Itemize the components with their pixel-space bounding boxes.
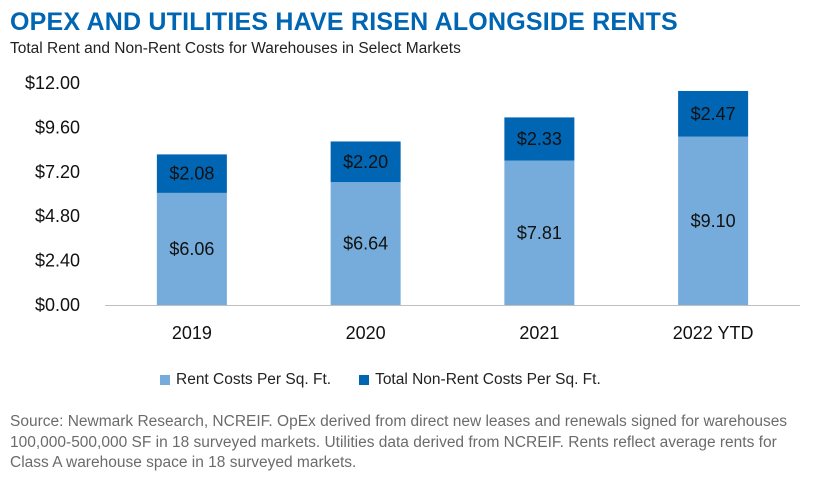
- legend-label-rent: Rent Costs Per Sq. Ft.: [176, 371, 332, 388]
- bar-rent-segment: [156, 192, 227, 305]
- bar-rent-segment: [678, 136, 749, 305]
- x-tick-label: 2020: [346, 323, 386, 343]
- chart-title: OPEX AND UTILITIES HAVE RISEN ALONGSIDE …: [10, 8, 678, 36]
- data-label-rent: $6.64: [343, 234, 388, 254]
- y-axis: $0.00 $2.40 $4.80 $7.20 $9.60 $12.00: [25, 73, 80, 315]
- y-tick-label: $12.00: [25, 73, 80, 93]
- data-label-non-rent: $2.20: [343, 152, 388, 172]
- bar-non-rent-segment: [330, 141, 401, 183]
- data-label-rent: $9.10: [691, 211, 736, 231]
- chart-subtitle: Total Rent and Non-Rent Costs for Wareho…: [10, 40, 461, 57]
- bar-non-rent-segment: [678, 90, 749, 137]
- legend-label-non-rent: Total Non-Rent Costs Per Sq. Ft.: [375, 371, 601, 388]
- y-tick-label: $7.20: [35, 162, 80, 182]
- x-axis: 2019 2020 2021 2022 YTD: [172, 323, 754, 343]
- data-label-non-rent: $2.33: [517, 129, 562, 149]
- source-note: Source: Newmark Research, NCREIF. OpEx d…: [10, 413, 788, 471]
- data-label-non-rent: $2.08: [169, 164, 214, 184]
- legend-item-rent: Rent Costs Per Sq. Ft.: [160, 371, 331, 389]
- y-tick-label: $2.40: [35, 251, 80, 271]
- x-tick-label: 2021: [519, 323, 559, 343]
- y-tick-label: $0.00: [35, 295, 80, 315]
- bar-non-rent-segment: [504, 117, 575, 161]
- data-label-non-rent: $2.47: [691, 104, 736, 124]
- data-label-rent: $6.06: [169, 239, 214, 259]
- x-tick-label: 2019: [172, 323, 212, 343]
- legend-item-non-rent: Total Non-Rent Costs Per Sq. Ft.: [359, 371, 601, 389]
- chart-legend: Rent Costs Per Sq. Ft. Total Non-Rent Co…: [160, 371, 629, 389]
- y-tick-label: $9.60: [35, 117, 80, 137]
- y-tick-label: $4.80: [35, 206, 80, 226]
- bars-group: $6.06 $2.08 $6.64 $2.20 $7.81 $2.33 $9.10 $2.47: [156, 90, 749, 305]
- bar-rent-segment: [504, 160, 575, 305]
- bar-non-rent-segment: [156, 154, 227, 193]
- legend-swatch-non-rent: [359, 375, 370, 385]
- x-tick-label: 2022 YTD: [673, 323, 754, 343]
- bar-rent-segment: [330, 182, 401, 305]
- legend-swatch-rent: [160, 375, 170, 385]
- data-label-rent: $7.81: [517, 223, 562, 243]
